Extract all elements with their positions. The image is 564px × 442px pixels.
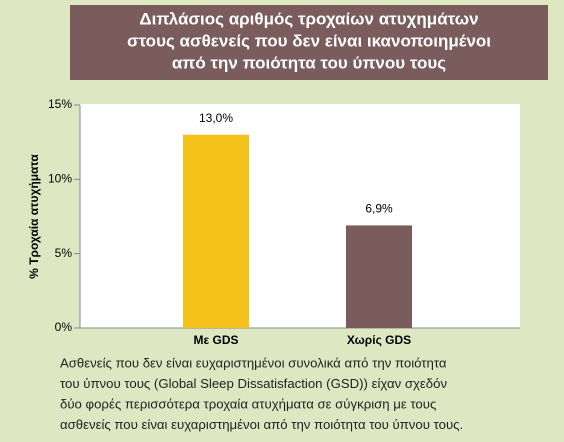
chart-title: στους ασθενείς που δεν είναι ικανοποιημέ… — [127, 31, 491, 50]
x-tick-label: Χωρίς GDS — [347, 333, 411, 347]
y-tick-label: 10% — [48, 172, 72, 186]
chart-title: Διπλάσιος αριθμός τροχαίων ατυχημάτων — [139, 9, 478, 28]
y-tick-label: 5% — [55, 246, 73, 260]
value-label: 6,9% — [365, 202, 393, 216]
y-axis-label: % Τροχαία ατυχήματα — [27, 154, 41, 279]
title-box — [70, 5, 548, 80]
bar — [183, 134, 249, 328]
caption: ασθενείς που είναι ευχαριστημένοι από τη… — [60, 417, 463, 432]
y-tick-label: 0% — [55, 320, 73, 334]
value-label: 13,0% — [199, 111, 233, 125]
caption: δύο φορές περισσότερα τροχαία ατυχήματα … — [60, 396, 436, 411]
bar — [346, 225, 412, 328]
y-tick-label: 15% — [48, 97, 72, 111]
caption: Ασθενείς που δεν είναι ευχαριστημένοι συ… — [60, 355, 447, 370]
plot-area — [80, 104, 520, 328]
caption: του ύπνου τους (Global Sleep Dissatisfac… — [60, 376, 447, 391]
chart-title: από την ποιότητα του ύπνου τους — [172, 53, 446, 72]
x-tick-label: Με GDS — [193, 333, 238, 347]
